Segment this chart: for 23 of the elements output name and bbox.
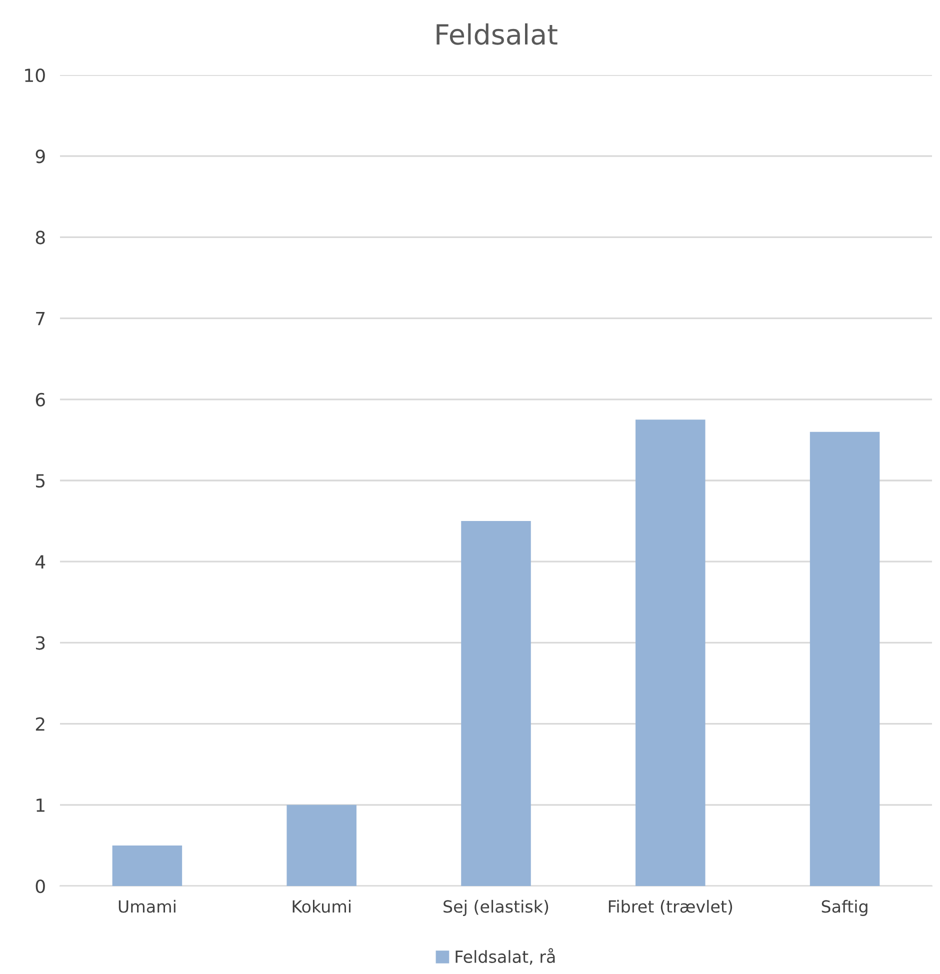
- x-tick-label: Umami: [118, 900, 176, 913]
- x-tick-label: Kokumi: [292, 900, 350, 913]
- x-tick-label: Fibret (trævlet): [608, 900, 732, 915]
- y-tick-label: 0: [36, 879, 45, 894]
- bar: [636, 420, 706, 886]
- y-tick-label: 7: [36, 312, 45, 326]
- bar: [810, 432, 880, 886]
- y-tick-label: 10: [25, 68, 45, 82]
- y-tick-label: 6: [36, 392, 45, 407]
- chart-title: Feldsalat: [436, 23, 558, 45]
- y-tick-label: 4: [36, 555, 46, 568]
- y-tick-label: 2: [36, 717, 44, 731]
- x-tick-label: Sej (elastisk): [444, 900, 548, 916]
- y-tick-label: 8: [36, 230, 45, 244]
- bar: [461, 521, 531, 886]
- y-tick-label: 5: [36, 474, 45, 488]
- y-tick-label: 1: [36, 798, 44, 812]
- bar: [286, 804, 356, 886]
- legend-label: Feldsalat, rå: [456, 948, 555, 965]
- y-tick-label: 3: [36, 636, 45, 650]
- bar: [112, 845, 182, 886]
- x-tick-label: Saftig: [822, 900, 868, 916]
- y-tick-label: 9: [36, 150, 45, 164]
